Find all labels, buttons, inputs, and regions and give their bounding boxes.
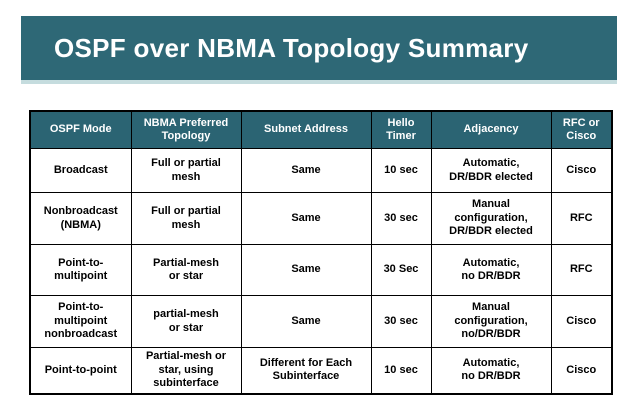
cell-ospf-mode: Point-to- multipoint nonbroadcast bbox=[29, 295, 132, 348]
cell-ospf-mode: Point-to-point bbox=[29, 347, 132, 394]
cell-nbma-topology: Partial-mesh or star bbox=[130, 244, 242, 296]
table-row: Nonbroadcast (NBMA) Full or partial mesh… bbox=[29, 192, 613, 245]
cell-adjacency: Automatic, no DR/BDR bbox=[430, 244, 552, 296]
cell-subnet-address: Different for Each Subinterface bbox=[240, 347, 372, 394]
cell-rfc-or-cisco: Cisco bbox=[550, 148, 613, 193]
col-header-rfc-or-cisco: RFC or Cisco bbox=[550, 110, 613, 149]
cell-hello-timer: 10 sec bbox=[370, 148, 432, 193]
cell-nbma-topology: partial-mesh or star bbox=[130, 295, 242, 348]
table-header-row: OSPF Mode NBMA Preferred Topology Subnet… bbox=[29, 110, 613, 149]
cell-nbma-topology: Partial-mesh or star, using subinterface bbox=[130, 347, 242, 394]
cell-adjacency: Manual configuration, no/DR/BDR bbox=[430, 295, 552, 348]
cell-rfc-or-cisco: RFC bbox=[550, 244, 613, 296]
cell-hello-timer: 30 sec bbox=[370, 192, 432, 245]
title-banner: OSPF over NBMA Topology Summary bbox=[21, 16, 617, 84]
table-row: Point-to-point Partial-mesh or star, usi… bbox=[29, 347, 613, 394]
cell-ospf-mode: Broadcast bbox=[29, 148, 132, 193]
cell-adjacency: Automatic, no DR/BDR bbox=[430, 347, 552, 394]
cell-subnet-address: Same bbox=[240, 148, 372, 193]
col-header-adjacency: Adjacency bbox=[430, 110, 552, 149]
ospf-summary-table: OSPF Mode NBMA Preferred Topology Subnet… bbox=[29, 110, 613, 395]
cell-adjacency: Automatic, DR/BDR elected bbox=[430, 148, 552, 193]
cell-hello-timer: 30 Sec bbox=[370, 244, 432, 296]
col-header-ospf-mode: OSPF Mode bbox=[29, 110, 132, 149]
table-row: Broadcast Full or partial mesh Same 10 s… bbox=[29, 148, 613, 193]
cell-subnet-address: Same bbox=[240, 295, 372, 348]
cell-adjacency: Manual configuration, DR/BDR elected bbox=[430, 192, 552, 245]
col-header-hello-timer: Hello Timer bbox=[370, 110, 432, 149]
cell-rfc-or-cisco: RFC bbox=[550, 192, 613, 245]
cell-hello-timer: 10 sec bbox=[370, 347, 432, 394]
cell-nbma-topology: Full or partial mesh bbox=[130, 148, 242, 193]
cell-subnet-address: Same bbox=[240, 192, 372, 245]
col-header-nbma-topology: NBMA Preferred Topology bbox=[130, 110, 242, 149]
table-row: Point-to- multipoint Partial-mesh or sta… bbox=[29, 244, 613, 296]
cell-rfc-or-cisco: Cisco bbox=[550, 295, 613, 348]
cell-ospf-mode: Point-to- multipoint bbox=[29, 244, 132, 296]
table-row: Point-to- multipoint nonbroadcast partia… bbox=[29, 295, 613, 348]
page-title: OSPF over NBMA Topology Summary bbox=[54, 32, 529, 63]
cell-rfc-or-cisco: Cisco bbox=[550, 347, 613, 394]
cell-subnet-address: Same bbox=[240, 244, 372, 296]
cell-ospf-mode: Nonbroadcast (NBMA) bbox=[29, 192, 132, 245]
cell-nbma-topology: Full or partial mesh bbox=[130, 192, 242, 245]
col-header-subnet-address: Subnet Address bbox=[240, 110, 372, 149]
cell-hello-timer: 30 sec bbox=[370, 295, 432, 348]
